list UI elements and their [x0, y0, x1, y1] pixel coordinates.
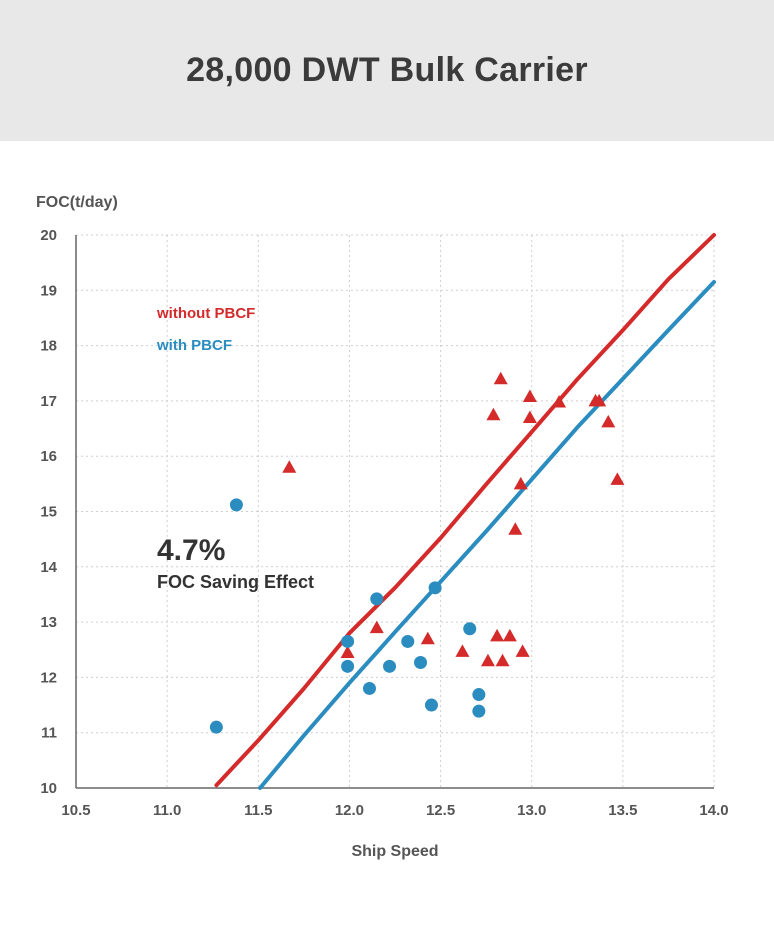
triangle-point [340, 645, 355, 659]
x-tick-label: 12.0 [335, 802, 364, 819]
triangle-point [282, 460, 297, 473]
saving-percentage: 4.7% [157, 534, 225, 567]
y-tick-label: 10 [40, 780, 57, 797]
circle-point [472, 688, 486, 702]
fit-lines [214, 233, 716, 790]
circle-point [341, 634, 355, 648]
x-tick-label: 12.5 [426, 802, 455, 819]
circle-point [362, 681, 376, 695]
y-tick-label: 18 [40, 338, 57, 355]
triangle-point [610, 472, 625, 485]
y-tick-label: 13 [40, 614, 57, 631]
triangle-point [490, 628, 505, 642]
triangle-point [522, 410, 537, 423]
y-tick-label: 15 [40, 504, 57, 521]
legend-without-pbcf: without PBCF [156, 305, 255, 322]
triangle-point [502, 628, 517, 642]
axes [75, 235, 714, 789]
x-tick-label: 11.0 [153, 802, 181, 819]
x-tick-label: 10.5 [61, 802, 90, 819]
triangle-point [493, 371, 508, 385]
triangle-point [495, 653, 510, 667]
triangle-point [420, 631, 435, 645]
legend-with-pbcf: with PBCF [156, 337, 232, 354]
triangle-point [552, 395, 567, 408]
circle-point [370, 592, 384, 606]
circle-point [383, 659, 397, 673]
y-tick-label: 14 [40, 559, 57, 576]
circle-point [424, 698, 438, 712]
fit-line-without-pbcf [214, 233, 716, 788]
y-axis-ticks: 10 11 12 13 14 15 16 17 18 19 20 [40, 227, 57, 797]
triangle-point [369, 620, 384, 634]
circle-point [209, 720, 223, 734]
header-bar: 28,000 DWT Bulk Carrier [0, 0, 774, 141]
triangle-point [455, 644, 470, 657]
chart-title: 28,000 DWT Bulk Carrier [186, 51, 588, 89]
x-axis-ticks: 10.5 11.0 11.5 12.0 12.5 13.0 13.5 14.0 [61, 802, 728, 819]
y-axis-label: FOC(t/day) [36, 194, 118, 211]
y-tick-label: 11 [41, 725, 57, 742]
y-tick-label: 12 [40, 669, 57, 686]
fit-line-with-pbcf [258, 280, 716, 790]
circle-point [229, 498, 243, 512]
circle-point [414, 655, 428, 669]
y-tick-label: 17 [40, 393, 57, 410]
triangle-point [601, 414, 616, 428]
circle-point [463, 622, 477, 636]
x-tick-label: 14.0 [699, 802, 728, 819]
triangle-point [508, 522, 523, 535]
x-tick-label: 13.0 [517, 802, 546, 819]
y-tick-label: 16 [40, 448, 57, 465]
x-tick-label: 13.5 [608, 802, 637, 819]
triangle-point [513, 476, 528, 490]
data-points [209, 371, 625, 734]
circle-point [472, 704, 486, 718]
x-tick-label: 11.5 [244, 802, 272, 819]
triangle-point [515, 644, 530, 657]
circle-point [401, 634, 415, 648]
triangle-point [486, 407, 501, 421]
circle-point [341, 659, 355, 673]
y-tick-label: 19 [40, 282, 57, 299]
x-axis-label: Ship Speed [351, 843, 438, 860]
saving-effect-label: FOC Saving Effect [157, 572, 314, 592]
circle-point [428, 581, 442, 595]
triangle-point [480, 653, 495, 667]
y-tick-label: 20 [40, 227, 57, 244]
triangle-point [522, 389, 537, 402]
triangle-point [592, 393, 607, 407]
